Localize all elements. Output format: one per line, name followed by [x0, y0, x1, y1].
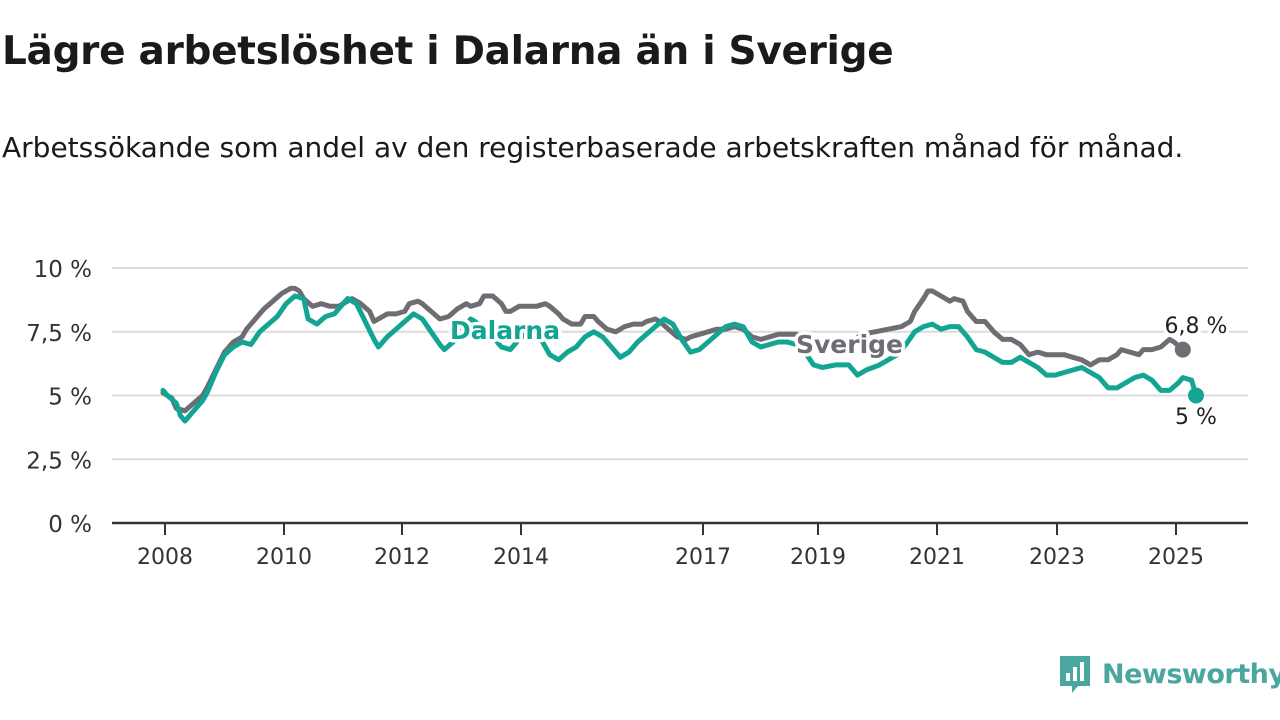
x-axis: 2008 2010 2012 2014 2017 2019 2021 2023 2025	[112, 521, 1248, 570]
newsworthy-brand: Newsworthy	[1058, 654, 1280, 694]
y-tick-label: 5 %	[48, 385, 92, 411]
chart-title: Lägre arbetslöshet i Dalarna än i Sverig…	[2, 29, 894, 74]
series-label-sverige: Sverige	[796, 330, 903, 359]
end-label-sverige-halo: 6,8 %	[1165, 314, 1228, 339]
y-tick-label: 7,5 %	[26, 321, 92, 347]
x-tick-label: 2012	[374, 545, 430, 570]
newsworthy-logo-icon	[1060, 656, 1090, 693]
x-tick-label: 2014	[493, 545, 549, 570]
y-axis-ticks: 0 % 2,5 % 5 % 7,5 % 10 %	[26, 257, 92, 538]
series-label-sverige-halo: Sverige	[796, 330, 903, 359]
series-line-sverige	[160, 285, 1186, 414]
x-tick-label: 2008	[137, 545, 193, 570]
chart-subtitle: Arbetssökande som andel av den registerb…	[2, 131, 1184, 164]
end-label-dalarna-halo: 5 %	[1175, 405, 1217, 430]
series-label-dalarna-halo: Dalarna	[450, 316, 560, 345]
end-point-sverige	[1174, 341, 1191, 358]
y-tick-label: 2,5 %	[26, 448, 92, 474]
series-line-dalarna	[160, 293, 1199, 424]
series-lines	[160, 285, 1204, 424]
x-tick-label: 2010	[256, 545, 312, 570]
y-tick-label: 0 %	[48, 512, 92, 538]
end-label-sverige: 6,8 %	[1165, 314, 1228, 339]
brand-name: Newsworthy	[1102, 658, 1280, 690]
line-chart: 0 % 2,5 % 5 % 7,5 % 10 % 2008 2010 2012 2014 201…	[26, 257, 1248, 570]
end-label-dalarna: 5 %	[1175, 405, 1217, 430]
x-tick-label: 2019	[790, 545, 846, 570]
x-tick-label: 2021	[909, 545, 965, 570]
x-tick-label: 2017	[675, 545, 731, 570]
x-tick-label: 2025	[1148, 545, 1204, 570]
series-label-dalarna: Dalarna	[450, 316, 560, 345]
x-tick-label: 2023	[1029, 545, 1085, 570]
gridlines	[112, 267, 1248, 461]
end-point-dalarna	[1188, 387, 1204, 404]
y-tick-label: 10 %	[34, 257, 92, 283]
